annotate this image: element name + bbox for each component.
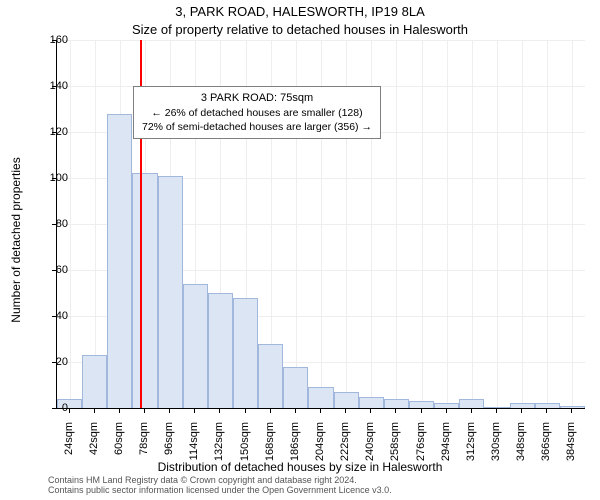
chart-title-line2: Size of property relative to detached ho… [0,22,600,37]
x-tick-label: 240sqm [364,422,376,462]
histogram-bar [334,392,359,408]
x-tick-label: 114sqm [188,422,200,462]
info-box-line3: 72% of semi-detached houses are larger (… [142,120,372,134]
plot-area: 3 PARK ROAD: 75sqm ← 26% of detached hou… [56,40,585,409]
x-tick-mark [395,408,396,413]
x-tick-mark [194,408,195,413]
x-tick-mark [119,408,120,413]
info-box-line2: ← 26% of detached houses are smaller (12… [142,106,372,120]
histogram-bar [183,284,208,408]
y-tick-label: 160 [28,34,68,46]
x-tick-label: 78sqm [138,422,150,462]
x-tick-label: 42sqm [88,422,100,462]
x-tick-label: 348sqm [515,422,527,462]
histogram-bar [82,355,107,408]
x-tick-mark [471,408,472,413]
x-tick-label: 96sqm [163,422,175,462]
x-tick-label: 366sqm [540,422,552,462]
x-tick-label: 312sqm [465,422,477,462]
x-tick-label: 330sqm [490,422,502,462]
x-tick-label: 132sqm [213,422,225,462]
y-axis-label: Number of detached properties [9,157,23,322]
x-tick-label: 222sqm [339,422,351,462]
x-tick-mark [169,408,170,413]
histogram-bar [258,344,283,408]
x-tick-label: 204sqm [314,422,326,462]
histogram-bar [158,176,183,408]
histogram-bar [459,399,484,408]
x-tick-mark [421,408,422,413]
y-tick-label: 0 [28,402,68,414]
y-tick-label: 60 [28,264,68,276]
x-tick-label: 24sqm [63,422,75,462]
attribution-text: Contains HM Land Registry data © Crown c… [48,476,588,496]
x-axis-label: Distribution of detached houses by size … [0,460,600,474]
x-tick-label: 294sqm [440,422,452,462]
info-box: 3 PARK ROAD: 75sqm ← 26% of detached hou… [133,86,381,139]
histogram-bar [107,114,132,408]
y-tick-label: 120 [28,126,68,138]
x-tick-mark [546,408,547,413]
x-tick-mark [496,408,497,413]
x-tick-mark [144,408,145,413]
attribution-line2: Contains public sector information licen… [48,486,588,496]
x-tick-label: 60sqm [113,422,125,462]
x-tick-mark [295,408,296,413]
y-tick-label: 40 [28,310,68,322]
y-tick-label: 100 [28,172,68,184]
x-tick-mark [219,408,220,413]
chart-root: 3, PARK ROAD, HALESWORTH, IP19 8LA Size … [0,0,600,500]
x-tick-label: 276sqm [415,422,427,462]
histogram-bar [409,401,434,408]
histogram-bar [208,293,233,408]
x-tick-mark [370,408,371,413]
x-tick-label: 258sqm [389,422,401,462]
x-tick-mark [270,408,271,413]
x-tick-mark [571,408,572,413]
histogram-bar [233,298,258,408]
x-tick-label: 150sqm [239,422,251,462]
x-tick-mark [521,408,522,413]
x-tick-mark [94,408,95,413]
y-tick-label: 20 [28,356,68,368]
histogram-bar [384,399,409,408]
chart-title-line1: 3, PARK ROAD, HALESWORTH, IP19 8LA [0,4,600,19]
x-tick-label: 186sqm [289,422,301,462]
x-tick-mark [245,408,246,413]
info-box-line1: 3 PARK ROAD: 75sqm [142,91,372,106]
y-tick-label: 140 [28,80,68,92]
gridline-h [57,40,585,41]
histogram-bar [283,367,308,408]
x-tick-mark [320,408,321,413]
histogram-bar [308,387,333,408]
histogram-bar [359,397,384,409]
x-tick-label: 168sqm [264,422,276,462]
x-tick-mark [69,408,70,413]
x-tick-mark [345,408,346,413]
histogram-bar [434,403,459,408]
y-tick-label: 80 [28,218,68,230]
histogram-bar [132,173,157,408]
x-tick-label: 384sqm [565,422,577,462]
x-tick-mark [446,408,447,413]
